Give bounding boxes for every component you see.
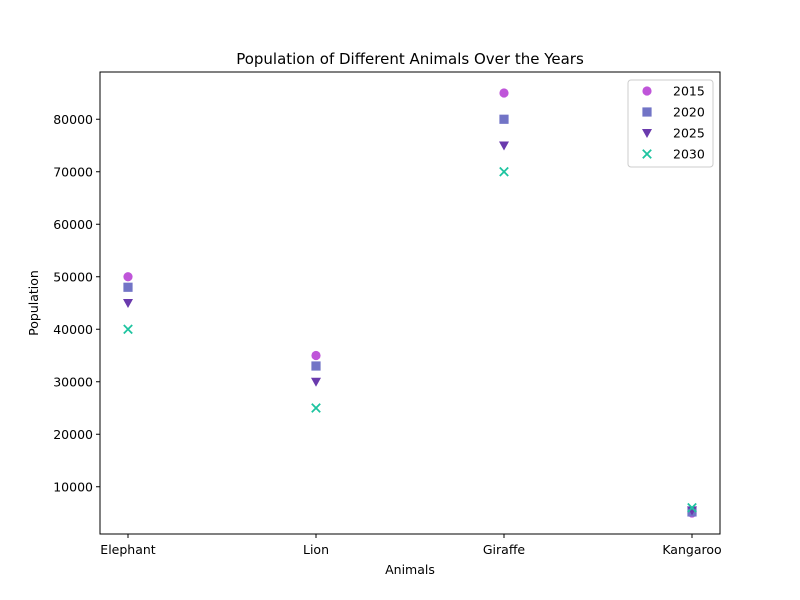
y-tick-label: 80000: [53, 112, 93, 127]
series-2025: [123, 141, 697, 516]
y-tick-label: 70000: [53, 164, 93, 179]
data-point: [123, 299, 133, 308]
x-tick-label: Elephant: [100, 542, 156, 557]
legend-marker: [642, 86, 652, 96]
data-point: [499, 166, 509, 177]
legend-label: 2015: [673, 84, 705, 99]
data-point: [311, 350, 321, 361]
x-marker-stroke: [642, 149, 652, 159]
x-tick-label: Kangaroo: [662, 542, 721, 557]
y-tick-label: 20000: [53, 427, 93, 442]
series-2030: [123, 166, 697, 513]
legend-marker: [642, 129, 652, 138]
y-tick-label: 40000: [53, 322, 93, 337]
legend-item: 2015: [642, 84, 705, 99]
legend-item: 2030: [642, 147, 705, 162]
data-point: [311, 361, 321, 371]
data-point: [123, 282, 133, 292]
data-marks: [123, 88, 697, 518]
chart-title: Population of Different Animals Over the…: [236, 50, 584, 68]
data-point: [311, 377, 321, 387]
y-axis: 10000 20000 30000 40000 50000 60000 70000 80000: [53, 112, 100, 494]
y-tick-label: 50000: [53, 269, 93, 284]
plot-area-frame: [99, 71, 721, 535]
data-point: [499, 114, 509, 124]
data-point: [499, 88, 509, 98]
y-tick-label: 10000: [53, 479, 93, 494]
data-point: [687, 506, 697, 516]
y-axis-title: Population: [26, 270, 41, 336]
x-marker-stroke: [687, 502, 697, 513]
x-tick-label: Giraffe: [483, 542, 526, 557]
y-tick-label: 60000: [53, 217, 93, 232]
data-point: [499, 141, 509, 151]
x-axis-title: Animals: [385, 562, 435, 577]
y-tick-label: 30000: [53, 374, 93, 389]
legend-box: [627, 79, 714, 168]
x-marker-stroke: [311, 403, 321, 413]
data-point: [687, 502, 697, 513]
legend-marker: [642, 107, 652, 117]
data-point: [123, 324, 133, 335]
legend-item: 2020: [642, 105, 705, 120]
data-point: [311, 403, 321, 413]
legend-item: 2025: [642, 126, 705, 141]
x-tick-label: Lion: [303, 542, 329, 557]
legend: 2015 2020 2025 2030: [627, 79, 714, 168]
legend-label: 2025: [673, 126, 705, 141]
x-marker-stroke: [499, 166, 509, 177]
data-point: [123, 272, 133, 282]
legend-label: 2020: [673, 105, 705, 120]
x-axis: Elephant Lion Giraffe Kangaroo: [100, 534, 722, 557]
legend-label: 2030: [673, 147, 705, 162]
legend-marker: [642, 149, 652, 159]
x-marker-stroke: [123, 324, 133, 335]
